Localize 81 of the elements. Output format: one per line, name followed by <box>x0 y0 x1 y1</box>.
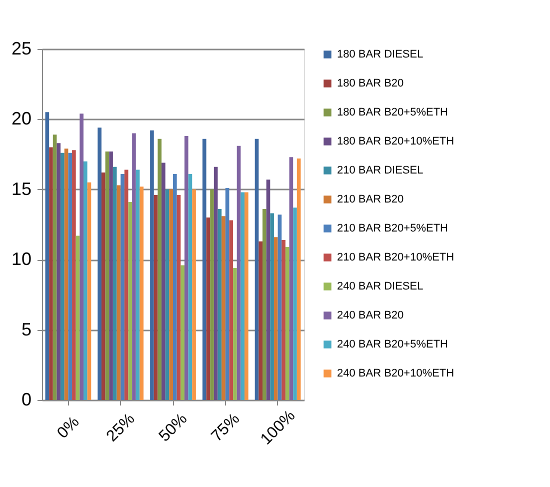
y-tick-label: 10 <box>11 249 32 270</box>
bar <box>101 172 106 400</box>
bar <box>56 143 61 400</box>
bar <box>136 170 140 400</box>
y-tick-label: 5 <box>21 319 32 340</box>
bar <box>176 195 181 400</box>
bar <box>109 151 113 400</box>
bar <box>80 114 84 400</box>
bar <box>120 174 124 400</box>
bar <box>45 112 50 400</box>
y-tick-label: 25 <box>11 38 32 58</box>
y-tick-label: 0 <box>21 390 32 410</box>
bar <box>173 174 177 400</box>
legend-label: 240 BAR B20 <box>337 310 404 322</box>
bar <box>154 195 158 400</box>
legend-label: 180 BAR B20+10%ETH <box>337 136 454 148</box>
bar <box>233 268 237 400</box>
bar <box>60 152 64 400</box>
bar <box>266 180 270 400</box>
bar <box>289 157 294 400</box>
bar <box>285 246 290 400</box>
bar <box>72 150 76 400</box>
bar <box>105 151 110 400</box>
legend-label: 240 BAR DIESEL <box>337 280 424 292</box>
bar <box>274 237 278 400</box>
bar <box>214 166 218 400</box>
bar <box>132 133 136 400</box>
bar <box>64 148 68 400</box>
x-tick-label: 50% <box>156 410 191 446</box>
legend-label: 210 BAR B20+10%ETH <box>337 252 454 264</box>
bar <box>270 213 274 400</box>
bar <box>222 216 226 400</box>
legend-label: 210 BAR B20 <box>337 194 404 206</box>
bar <box>169 189 173 400</box>
x-tick-label: 75% <box>208 410 244 446</box>
bar <box>278 214 282 400</box>
bar <box>116 185 121 400</box>
bar <box>293 208 297 400</box>
y-tick-label: 20 <box>11 108 32 129</box>
bar <box>150 130 154 400</box>
bar <box>225 188 230 400</box>
bar <box>98 128 102 400</box>
bar <box>76 236 80 400</box>
bar <box>184 136 188 400</box>
bar <box>165 189 170 400</box>
legend-label: 180 BAR B20 <box>337 78 404 90</box>
bar <box>258 241 263 400</box>
bar <box>192 189 196 400</box>
legend-label: 240 BAR B20+5%ETH <box>337 338 448 350</box>
legend-label: 180 BAR B20+5%ETH <box>337 106 448 118</box>
legend-label: 180 BAR DIESEL <box>337 48 424 60</box>
bar <box>188 174 192 400</box>
bar <box>112 166 117 400</box>
bar <box>206 217 210 400</box>
bar <box>262 209 266 400</box>
bar <box>140 186 144 400</box>
bar <box>128 202 132 400</box>
bar <box>236 146 241 400</box>
bar <box>296 158 301 400</box>
bar <box>218 209 222 400</box>
legend-label: 210 BAR B20+5%ETH <box>337 222 448 234</box>
bar <box>162 162 166 400</box>
bar <box>87 182 92 400</box>
bar <box>68 152 72 400</box>
bar <box>52 134 57 400</box>
bar <box>244 192 248 400</box>
y-tick-label: 15 <box>11 178 32 199</box>
legend-label: 240 BAR B20+10%ETH <box>337 368 454 380</box>
bar <box>49 147 53 400</box>
bar <box>202 138 206 400</box>
bar <box>254 138 259 400</box>
legend-label: 210 BAR DIESEL <box>337 164 424 176</box>
bar <box>83 161 88 400</box>
bar <box>240 192 245 400</box>
bar <box>282 240 286 400</box>
bar <box>210 189 214 400</box>
x-tick-label: 0% <box>54 414 83 442</box>
bar <box>124 170 128 400</box>
bar <box>158 138 162 400</box>
bar <box>229 220 234 400</box>
bar <box>180 265 184 400</box>
